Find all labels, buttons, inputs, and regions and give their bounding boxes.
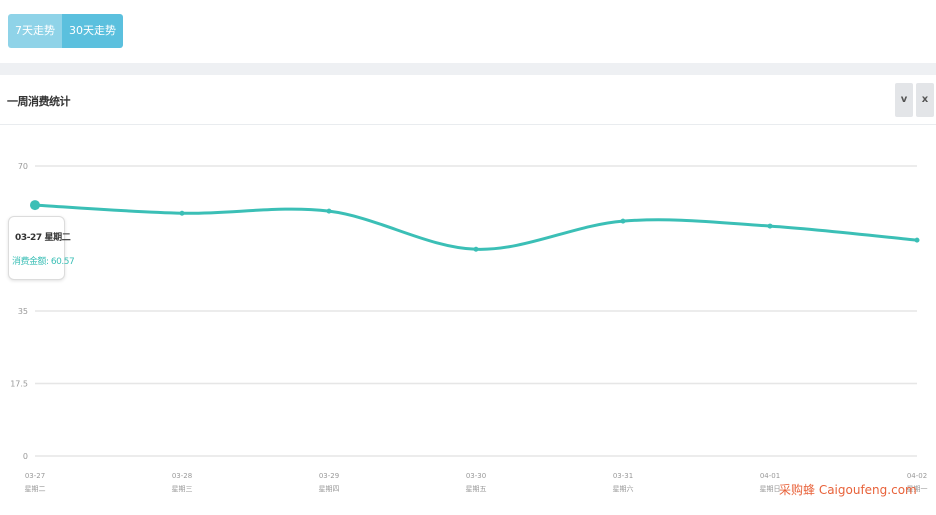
tab-7-day-trend[interactable]: 7天走势 bbox=[8, 14, 62, 48]
x-tick-weekday: 星期二 bbox=[25, 485, 46, 493]
data-point bbox=[767, 223, 773, 229]
x-tick-date: 03-29 bbox=[319, 472, 339, 480]
x-tick-weekday: 星期五 bbox=[466, 485, 487, 493]
y-tick-label: 0 bbox=[23, 452, 28, 461]
data-point bbox=[473, 246, 479, 252]
weekly-consumption-panel: 一周消费统计 v x bbox=[0, 75, 936, 515]
chart-tooltip: 03-27 星期二 消费金额: 60.57 bbox=[8, 216, 75, 280]
x-tick-date: 03-27 bbox=[25, 472, 45, 480]
watermark: 采购蜂 Caigoufeng.com bbox=[779, 483, 917, 497]
data-point bbox=[326, 208, 332, 214]
x-tick-weekday: 星期一 bbox=[907, 485, 928, 493]
x-tick-weekday: 星期六 bbox=[613, 484, 634, 493]
tooltip-value-number: 60.57 bbox=[50, 257, 75, 267]
tooltip-date: 03-27 星期二 bbox=[15, 233, 71, 243]
panel-title: 一周消费统计 bbox=[7, 95, 71, 108]
section-gap bbox=[0, 63, 936, 75]
data-point bbox=[179, 210, 185, 216]
x-tick-date: 04-02 bbox=[907, 472, 927, 480]
panel-divider bbox=[0, 124, 936, 125]
x-tick-weekday: 星期四 bbox=[319, 485, 340, 493]
tooltip-value: 消费金额: 60.57 bbox=[12, 257, 75, 267]
x-tick-date: 03-28 bbox=[172, 472, 192, 480]
series-line bbox=[34, 203, 918, 251]
x-tick-weekday: 星期三 bbox=[172, 485, 193, 493]
x-tick-date: 03-30 bbox=[466, 472, 486, 480]
close-button[interactable]: x bbox=[916, 83, 934, 117]
collapse-button[interactable]: v bbox=[895, 83, 913, 117]
y-tick-label: 17.5 bbox=[10, 380, 28, 389]
x-tick-date: 04-01 bbox=[760, 472, 780, 480]
data-point bbox=[620, 218, 626, 224]
y-tick-label: 70 bbox=[18, 162, 28, 171]
highlighted-data-point bbox=[30, 200, 40, 211]
x-tick-weekday: 星期日 bbox=[760, 485, 781, 493]
x-tick-date: 03-31 bbox=[613, 472, 633, 480]
y-tick-label: 35 bbox=[18, 307, 28, 316]
tooltip-series-label: 消费金额 bbox=[12, 257, 47, 267]
tab-30-day-trend[interactable]: 30天走势 bbox=[62, 14, 123, 48]
data-point bbox=[914, 237, 920, 243]
panel-tools: v x bbox=[895, 83, 934, 117]
trend-tabs: 7天走势 30天走势 bbox=[8, 14, 123, 48]
